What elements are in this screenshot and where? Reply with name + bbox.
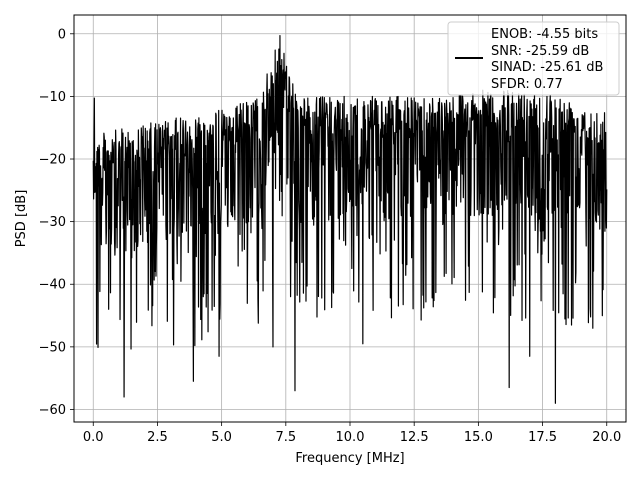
legend: ENOB: -4.55 bits SNR: -25.59 dB SINAD: -… [447,21,620,96]
y-tick-label: −10 [39,90,66,105]
legend-line-sinad: SINAD: -25.61 dB [491,60,603,75]
x-tick-label: 12.5 [400,430,429,445]
x-axis-label: Frequency [MHz] [295,451,404,466]
y-tick-label: −30 [39,215,66,230]
y-tick-label: −20 [39,153,66,168]
x-tick-label: 2.5 [147,430,168,445]
x-axis-ticks: 0.0 2.5 5.0 7.5 10.0 12.5 15.0 17.5 20.0 [83,422,621,445]
legend-line-enob: ENOB: -4.55 bits [491,27,598,42]
plot-area [92,35,608,404]
legend-line-sfdr: SFDR: 0.77 [491,77,563,92]
x-tick-label: 0.0 [83,430,104,445]
x-tick-label: 10.0 [336,430,365,445]
psd-series [92,35,608,404]
legend-line-snr: SNR: -25.59 dB [491,44,589,59]
y-tick-label: 0 [58,27,66,42]
psd-series-line [92,35,608,404]
x-tick-label: 20.0 [592,430,621,445]
y-tick-label: −40 [39,278,66,293]
x-tick-label: 17.5 [528,430,557,445]
legend-box [447,21,620,96]
y-axis-ticks: 0 −10 −20 −30 −40 −50 −60 [39,27,74,418]
x-tick-label: 5.0 [211,430,232,445]
y-axis-label: PSD [dB] [14,190,29,248]
y-tick-label: −50 [39,340,66,355]
x-tick-label: 15.0 [464,430,493,445]
x-tick-label: 7.5 [275,430,296,445]
y-tick-label: −60 [39,403,66,418]
